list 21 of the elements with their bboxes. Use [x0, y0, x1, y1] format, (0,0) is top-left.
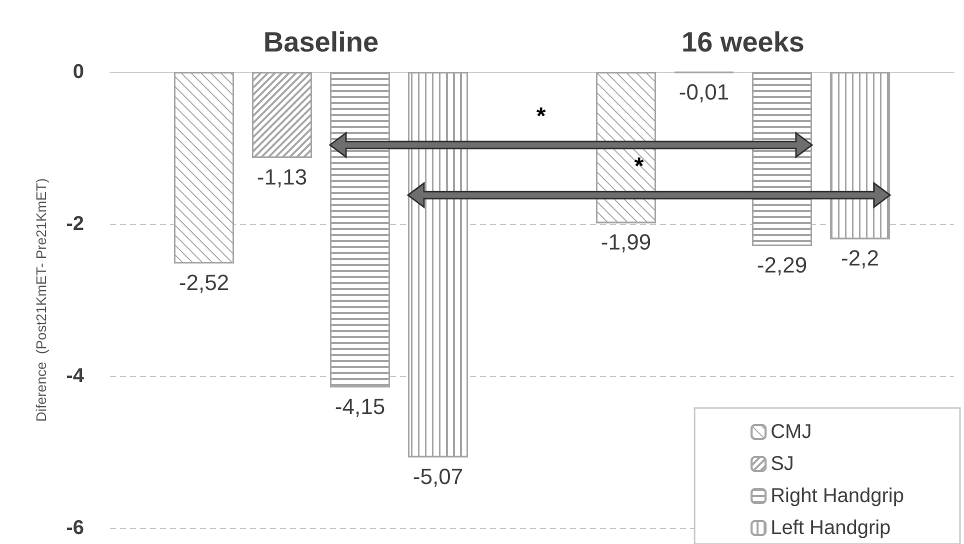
y-tick-label: -4: [66, 365, 85, 387]
data-label: -2,2: [841, 246, 879, 271]
data-label: -2,29: [756, 252, 808, 278]
y-tick-label: 0: [72, 61, 84, 83]
data-label: -5,07: [412, 464, 464, 489]
data-label: -0,01: [678, 80, 730, 105]
x-tick-label: Baseline: [263, 26, 379, 58]
data-label: -4,15: [334, 394, 386, 419]
y-tick-label: -6: [66, 517, 84, 539]
data-label: -1,13: [256, 164, 308, 190]
legend-label: Left Handgrip: [770, 517, 891, 539]
legend-label: CMJ: [770, 421, 812, 443]
annotation: *: [634, 153, 644, 182]
annotation: *: [536, 102, 546, 131]
legend-label: Right Handgrip: [770, 485, 904, 507]
data-label: -1,99: [600, 230, 652, 255]
data-label: -2,52: [178, 270, 230, 296]
y-tick-label: -2: [66, 213, 84, 235]
x-tick-label: 16 weeks: [682, 26, 804, 58]
legend-label: SJ: [770, 453, 794, 475]
y-axis-title: Diference (Post21KmET- Pre21KmET): [33, 178, 49, 422]
